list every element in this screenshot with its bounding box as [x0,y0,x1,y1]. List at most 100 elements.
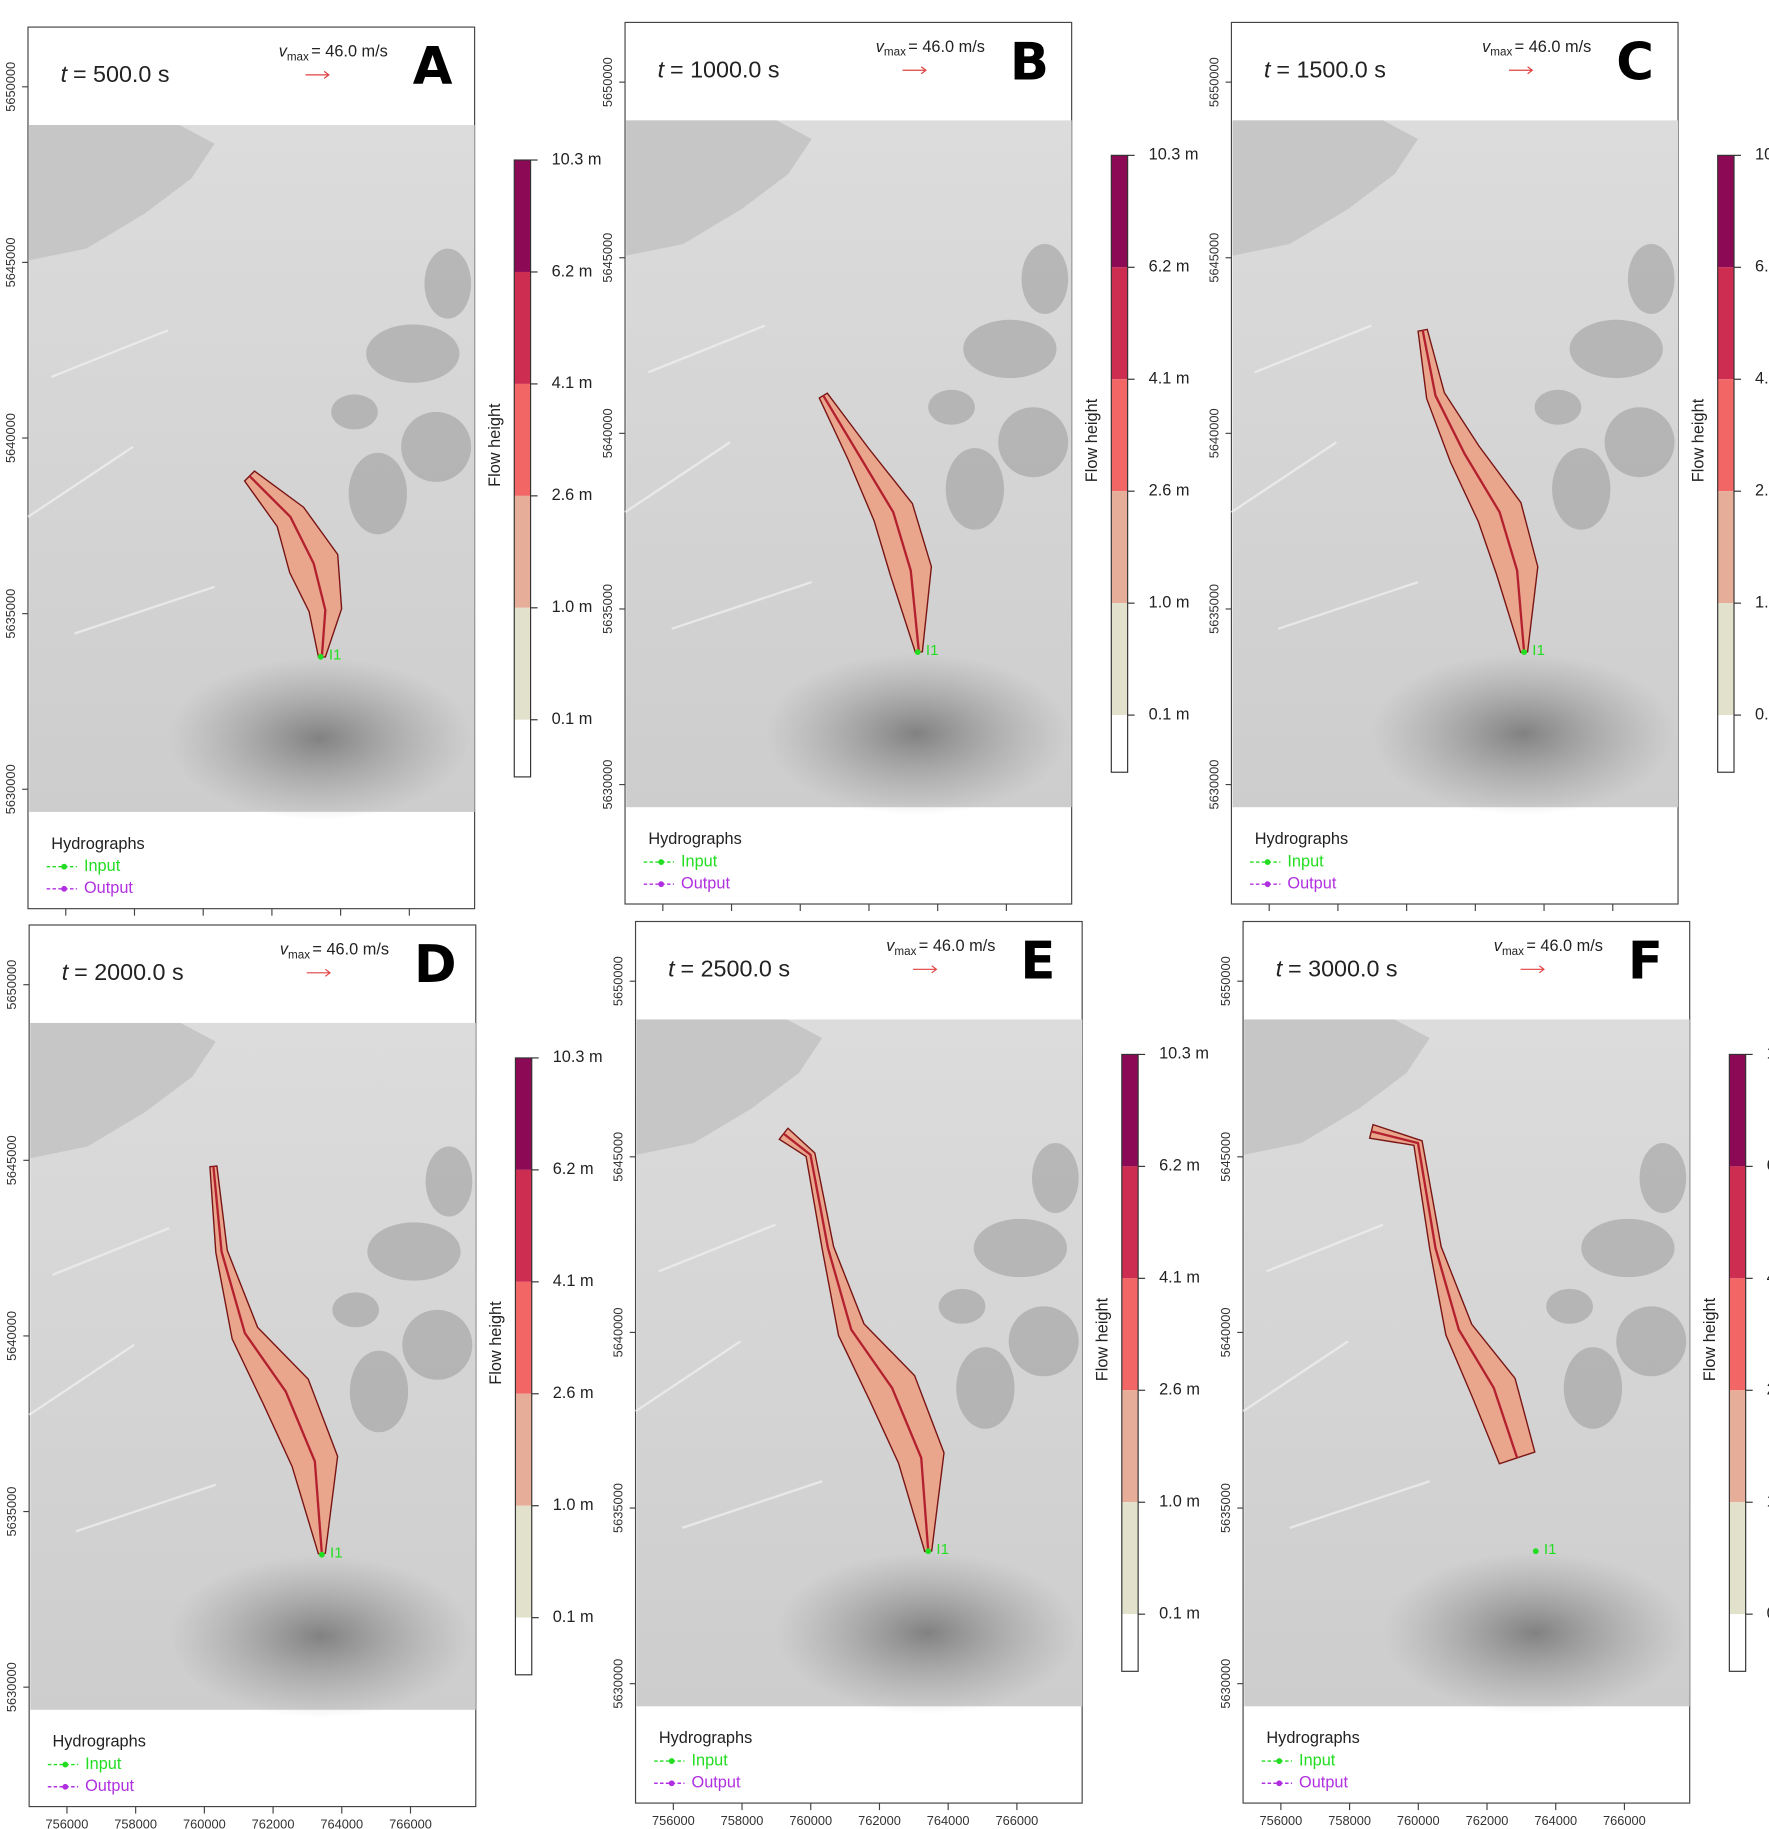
velocity-value: = 46.0 m/s [1526,937,1603,955]
valley [28,1343,135,1416]
ridge [366,324,460,383]
legend-dot [1276,1780,1283,1787]
time-value: = 2000.0 s [74,959,184,985]
legend-dot [61,863,68,870]
velocity-subscript: max [287,50,309,63]
time-symbol: t [658,57,666,83]
colorbar-segment [515,1057,532,1170]
colorbar-tick-label: 6.2 m [1159,1157,1200,1175]
colorbar-segment [1121,1614,1139,1672]
legend-title: Hydrographs [659,1729,752,1747]
point-label: I1 [1544,1541,1557,1558]
colorbar-tick-label: 10.3 m [552,150,602,168]
legend-label: Output [85,1777,134,1795]
legend-label: Input [1287,852,1324,870]
colorbar-tick-label: 4.1 m [1767,1269,1769,1287]
velocity-symbol: v [886,937,895,955]
time-value: = 1500.0 s [1276,57,1386,83]
velocity-value: = 46.0 m/s [1515,38,1592,56]
velocity-value: = 46.0 m/s [908,38,985,56]
y-tick-label: 5630000 [611,1659,626,1709]
ridge [1552,448,1611,530]
flow-area [818,392,933,654]
ridge [349,1350,409,1433]
legend-label: Output [681,874,730,892]
colorbar-segment [1729,1502,1746,1615]
colorbar-tick-label: 2.6 m [552,486,593,504]
colorbar-segment [1717,267,1735,380]
ridge [1627,243,1675,314]
x-tick-label: 756000 [652,1813,695,1828]
time-value: = 500.0 s [73,61,170,87]
y-tick-label: 5650000 [3,62,18,112]
velocity-symbol: v [279,43,288,61]
colorbar-tick-label: 4.1 m [1755,370,1769,388]
ridge [1569,319,1663,379]
y-tick-label: 5650000 [1218,956,1233,1006]
colorbar-segment [1121,1502,1139,1615]
x-tick-label: 760000 [1397,1813,1440,1828]
colorbar-tick-label: 10.3 m [1159,1045,1209,1063]
ridge [928,389,975,425]
colorbar-tick-label: 2.6 m [1767,1381,1769,1399]
legend-dot [658,881,665,888]
ridge [331,394,378,430]
flow-core [1371,1130,1519,1459]
velocity-label: vmax = 46.0 m/s [876,38,985,58]
legend-title: Hydrographs [52,1733,145,1751]
flow-area [243,470,343,658]
velocity-arrowhead [1538,965,1545,974]
y-tick-label: 5645000 [3,237,18,287]
colorbar-segment [1121,1278,1139,1391]
velocity-subscript: max [884,46,906,59]
colorbar-tick-label: 2.6 m [553,1384,594,1402]
velocity-symbol: v [1482,38,1491,56]
y-tick-label: 5640000 [4,1311,19,1361]
legend-dot [1276,1758,1283,1765]
legend-dot [658,859,665,865]
colorbar-segment [1729,1278,1746,1391]
velocity-value: = 46.0 m/s [312,941,389,959]
sea [626,120,812,256]
colorbar-tick-label: 4.1 m [553,1272,594,1290]
colorbar-tick-label: 4.1 m [552,374,593,392]
colorbar-segment [1121,1054,1139,1167]
time-label: t = 1500.0 s [1264,57,1386,83]
colorbar-segment [514,271,531,384]
velocity-label: vmax = 46.0 m/s [886,937,995,957]
colorbar-segment [514,160,531,272]
colorbar-tick-label: 4.1 m [1149,370,1190,388]
colorbar-tick-label: 6.2 m [1767,1157,1769,1175]
y-tick-label: 5640000 [1218,1307,1233,1357]
colorbar-tick-label: 4.1 m [1159,1269,1200,1287]
flow-core [822,394,921,653]
x-tick-label: 764000 [320,1817,363,1829]
flow-core [212,1166,324,1554]
colorbar-segment [1717,491,1735,604]
colorbar-tick-label: 10.3 m [1149,146,1199,164]
ridge [938,1288,986,1324]
legend-label: Input [692,1751,729,1769]
panel: I1 t = 3000.0 s vmax = 46.0 m/s F Hydrographs I… [1218,920,1769,1828]
legend-dot [62,1761,69,1768]
ridge [1032,1143,1079,1214]
colorbar-tick-label: 6.2 m [553,1160,594,1178]
colorbar-segment [1121,1390,1139,1503]
ridge [401,411,472,482]
colorbar-title: Flow height [1689,398,1707,482]
colorbar-segment [1717,715,1735,773]
legend-dot [668,1780,675,1787]
panel: I1 t = 1500.0 s vmax = 46.0 m/s C Hydrographs I… [1206,21,1769,912]
colorbar-tick-label: 10.3 m [1767,1045,1769,1063]
x-tick-label: 760000 [183,1817,226,1829]
velocity-subscript: max [288,948,310,961]
colorbar-frame [514,1057,533,1676]
colorbar-frame [1728,1053,1747,1672]
valley [52,1227,170,1276]
valley [1230,441,1338,514]
panel: I1 t = 2500.0 s vmax = 46.0 m/s E Hydrographs I… [611,920,1209,1828]
input-point [1532,1548,1539,1555]
valley [1254,324,1372,374]
legend-label: Input [681,852,718,870]
